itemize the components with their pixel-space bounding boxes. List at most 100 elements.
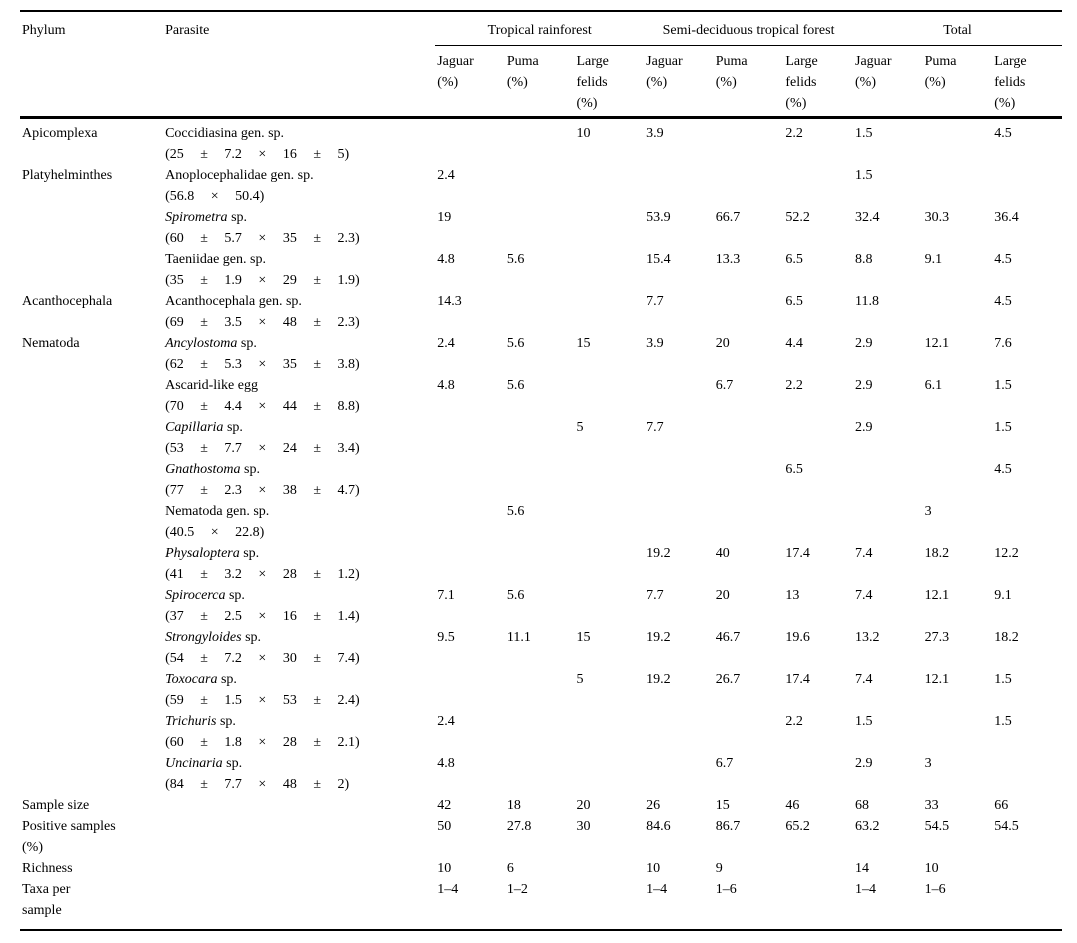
parasite-name: Acanthocephala gen. sp. (165, 294, 302, 309)
value-cell (783, 753, 853, 795)
parasite-name: Coccidiasina gen. sp. (165, 126, 285, 141)
value-cell: 2.9 (855, 336, 873, 351)
parasite-cell: Anoplocephalidae gen. sp. (56.8 × 50.4) (163, 165, 435, 207)
parasite-cell: Ancylostoma sp. (62 ± 5.3 × 35 ± 3.8) (163, 333, 435, 375)
value-cell (644, 165, 714, 207)
parasite-genus: Toxocara (165, 672, 218, 687)
value-cell: 2.4 (437, 336, 455, 351)
value-cell: 26.7 (715, 672, 741, 687)
value-cell: 4.8 (437, 378, 455, 393)
value-cell (505, 291, 575, 333)
summary-label: Sample size (22, 798, 90, 813)
value-cell: 10 (576, 126, 591, 141)
phylum-cell (20, 711, 163, 753)
parasite-measurement: (70 ± 4.4 × 44 ± 8.8) (165, 399, 360, 414)
value-cell: 7.7 (646, 294, 664, 309)
table-row: Nematoda gen. sp. (40.5 × 22.8) 5.6 3 (20, 501, 1062, 543)
value-cell: 18 (506, 798, 521, 813)
parasite-genus: Spirocerca (165, 588, 226, 603)
value-cell: 8.8 (855, 252, 873, 267)
column-header-puma-tr: Puma (%) (504, 45, 575, 119)
value-cell (574, 291, 644, 333)
summary-row: Sample size 42 18 20 26 15 46 68 33 66 (20, 795, 1062, 816)
column-header-large-felids-tr: Large felids (%) (574, 45, 645, 119)
value-cell: 15 (715, 798, 730, 813)
value-cell: 20 (576, 798, 591, 813)
value-cell: 19.2 (646, 630, 671, 645)
value-cell: 7.4 (855, 672, 873, 687)
value-cell (923, 711, 993, 753)
value-cell (853, 501, 923, 543)
parasite-name: Ascarid-like egg (165, 378, 258, 393)
parasite-name: Strongyloides sp. (165, 630, 262, 645)
value-cell (505, 543, 575, 585)
table-body: Apicomplexa Coccidiasina gen. sp. (25 ± 7.… (20, 118, 1062, 931)
value-cell: 46.7 (715, 630, 741, 645)
value-cell (644, 711, 714, 753)
value-cell: 50 (437, 819, 452, 834)
value-cell (435, 417, 505, 459)
value-cell (505, 165, 575, 207)
phylum-cell: Platyhelminthes (22, 168, 113, 183)
value-cell: 1–2 (506, 882, 528, 897)
parasite-genus: Uncinaria (165, 756, 223, 771)
value-cell: 15.4 (646, 252, 671, 267)
summary-row: Positive samples (%) 50 27.8 30 84.6 86.7 65.2… (20, 816, 1062, 858)
value-cell: 54.5 (994, 819, 1019, 834)
value-cell: 5.6 (506, 504, 525, 519)
value-cell: 1.5 (855, 168, 873, 183)
value-cell: 11.1 (506, 630, 531, 645)
value-cell (435, 669, 505, 711)
table-row: Acanthocephala Acanthocephala gen. sp. (69… (20, 291, 1062, 333)
value-cell (574, 249, 644, 291)
phylum-cell (20, 375, 163, 417)
value-cell: 13.2 (855, 630, 880, 645)
column-header-large-felids-sd: Large felids (%) (783, 45, 853, 119)
table-row: Apicomplexa Coccidiasina gen. sp. (25 ± 7.… (20, 118, 1062, 166)
parasite-measurement: (59 ± 1.5 × 53 ± 2.4) (165, 693, 360, 708)
parasite-cell: Toxocara sp. (59 ± 1.5 × 53 ± 2.4) (163, 669, 435, 711)
group-header-total: Total (853, 11, 1062, 46)
value-cell: 86.7 (715, 819, 741, 834)
summary-spacer-cell (163, 858, 435, 879)
value-cell: 19.6 (785, 630, 810, 645)
value-cell (505, 669, 575, 711)
value-cell (574, 165, 644, 207)
value-cell: 4.5 (994, 126, 1012, 141)
value-cell: 14 (855, 861, 869, 876)
value-cell: 2.2 (785, 714, 803, 729)
phylum-cell (20, 543, 163, 585)
summary-spacer-cell (163, 795, 435, 816)
phylum-cell (20, 207, 163, 249)
table-row: Toxocara sp. (59 ± 1.5 × 53 ± 2.4) 5 19.2 26… (20, 669, 1062, 711)
phylum-cell (20, 417, 163, 459)
parasite-cell: Acanthocephala gen. sp. (69 ± 3.5 × 48 ± … (163, 291, 435, 333)
parasite-measurement: (69 ± 3.5 × 48 ± 2.3) (165, 315, 360, 330)
value-cell (783, 501, 853, 543)
parasite-measurement: (56.8 × 50.4) (165, 189, 265, 204)
value-cell: 5.6 (506, 252, 525, 267)
value-cell: 5.6 (506, 378, 525, 393)
parasite-name: Ancylostoma sp. (165, 336, 257, 351)
column-header-jaguar-sd: Jaguar (%) (644, 45, 714, 119)
phylum-cell (20, 459, 163, 501)
value-cell (714, 417, 784, 459)
value-cell: 40 (715, 546, 730, 561)
value-cell: 53.9 (646, 210, 671, 225)
value-cell (923, 459, 993, 501)
value-cell: 7.6 (994, 336, 1012, 351)
parasite-genus: Ancylostoma (165, 336, 238, 351)
value-cell: 6.5 (785, 462, 803, 477)
value-cell: 7.4 (855, 588, 873, 603)
value-cell (435, 543, 505, 585)
parasite-measurement: (37 ± 2.5 × 16 ± 1.4) (165, 609, 360, 624)
parasite-name: Taeniidae gen. sp. (165, 252, 266, 267)
value-cell (923, 118, 993, 166)
summary-spacer-cell (163, 879, 435, 930)
value-cell: 6.7 (715, 378, 734, 393)
parasite-measurement: (60 ± 5.7 × 35 ± 2.3) (165, 231, 360, 246)
value-cell: 3 (924, 504, 932, 519)
value-cell: 20 (715, 588, 730, 603)
value-cell (923, 417, 993, 459)
parasite-cell: Nematoda gen. sp. (40.5 × 22.8) (163, 501, 435, 543)
